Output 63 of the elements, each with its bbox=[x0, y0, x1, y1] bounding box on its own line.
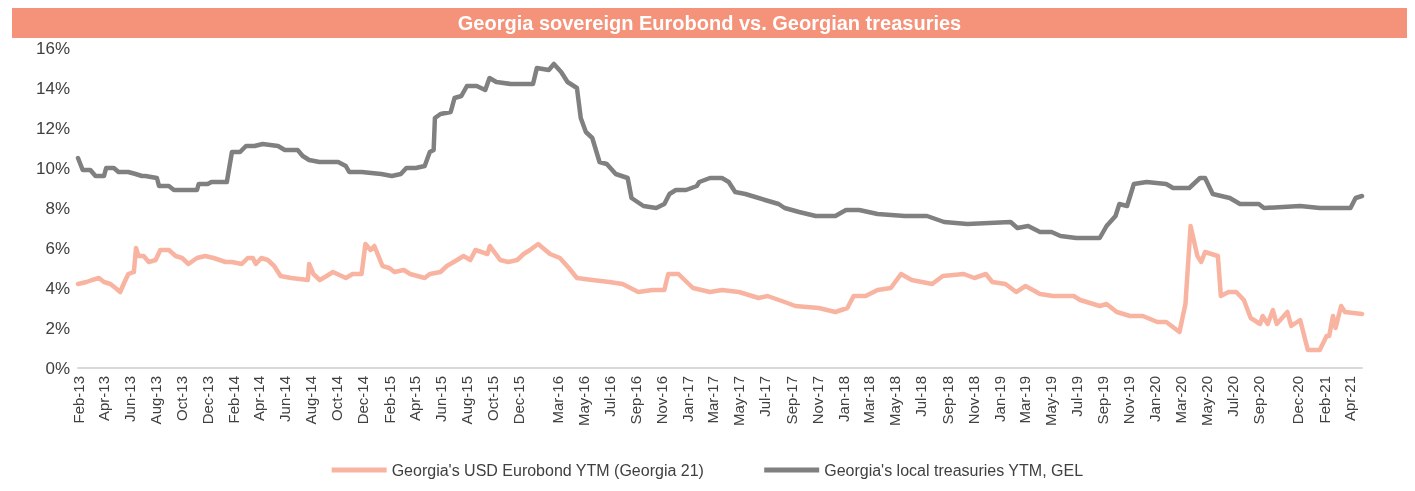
x-tick-label: Dec-14 bbox=[354, 376, 372, 425]
x-tick-label: Aug-14 bbox=[302, 376, 320, 425]
x-tick-label: Jan-20 bbox=[1146, 376, 1164, 422]
x-tick-label: Jan-18 bbox=[834, 376, 852, 422]
x-tick-label: Sep-16 bbox=[627, 376, 645, 425]
x-tick-label: Jan-17 bbox=[679, 376, 697, 422]
x-tick-label: Oct-15 bbox=[484, 376, 501, 422]
x-tick-label: Apr-21 bbox=[1340, 376, 1358, 422]
x-tick-label: Dec-15 bbox=[510, 376, 528, 425]
y-tick-label: 0% bbox=[45, 358, 70, 378]
x-tick-label: May-19 bbox=[1041, 376, 1059, 427]
x-tick-label: Jun-13 bbox=[120, 376, 138, 422]
x-tick-label: Jul-18 bbox=[912, 376, 930, 417]
x-tick-label: Jun-15 bbox=[431, 376, 449, 422]
x-tick-label: Jan-19 bbox=[990, 376, 1008, 422]
x-tick-label: Jul-17 bbox=[756, 376, 774, 417]
x-tick-label: Oct-14 bbox=[328, 376, 346, 422]
x-tick-label: Feb-21 bbox=[1315, 376, 1333, 424]
x-tick-label: May-17 bbox=[730, 376, 748, 427]
y-tick-label: 4% bbox=[45, 278, 70, 298]
x-tick-label: Dec-20 bbox=[1289, 376, 1307, 425]
x-tick-label: May-18 bbox=[886, 376, 904, 427]
y-tick-label: 16% bbox=[35, 38, 70, 58]
x-tick-label: Nov-18 bbox=[964, 376, 982, 425]
y-tick-label: 10% bbox=[35, 158, 70, 178]
x-tick-label: Mar-17 bbox=[704, 376, 722, 424]
x-tick-label: Sep-20 bbox=[1250, 376, 1268, 425]
y-tick-label: 6% bbox=[45, 238, 70, 258]
line-series bbox=[75, 223, 1365, 353]
x-tick-label: Mar-18 bbox=[860, 376, 878, 424]
chart-title: Georgia sovereign Eurobond vs. Georgian treasuries bbox=[12, 8, 1407, 38]
x-tick-label: Mar-19 bbox=[1015, 376, 1033, 424]
x-tick-label: Sep-18 bbox=[938, 376, 956, 425]
legend-label: Georgia's local treasuries YTM, GEL bbox=[824, 461, 1084, 479]
x-tick-label: Mar-16 bbox=[548, 376, 566, 424]
x-tick-label: Nov-16 bbox=[653, 376, 671, 425]
legend-label: Georgia's USD Eurobond YTM (Georgia 21) bbox=[391, 461, 704, 479]
x-tick-label: May-16 bbox=[574, 376, 592, 427]
x-tick-label: Dec-13 bbox=[198, 376, 216, 425]
x-tick-label: Oct-13 bbox=[172, 376, 190, 422]
x-tick-label: Feb-15 bbox=[380, 376, 398, 424]
x-tick-label: Apr-13 bbox=[94, 376, 112, 422]
x-tick-label: Feb-13 bbox=[69, 376, 87, 424]
x-tick-label: Aug-15 bbox=[457, 376, 475, 425]
x-tick-label: Jun-14 bbox=[276, 376, 294, 422]
x-tick-label: Apr-14 bbox=[250, 376, 268, 422]
x-tick-label: Jul-20 bbox=[1223, 376, 1241, 417]
x-tick-label: May-20 bbox=[1197, 376, 1215, 427]
x-tick-label: Apr-15 bbox=[405, 376, 423, 422]
x-tick-label: Nov-17 bbox=[808, 376, 826, 425]
line-series bbox=[75, 61, 1365, 241]
x-tick-label: Sep-17 bbox=[782, 376, 800, 425]
y-tick-label: 14% bbox=[35, 78, 70, 98]
y-tick-label: 2% bbox=[45, 318, 70, 338]
x-tick-label: Mar-20 bbox=[1171, 376, 1189, 424]
x-tick-label: Jul-19 bbox=[1067, 376, 1085, 417]
y-tick-label: 8% bbox=[45, 198, 70, 218]
y-tick-label: 12% bbox=[35, 118, 70, 138]
x-tick-label: Jul-16 bbox=[600, 376, 618, 417]
x-tick-label: Aug-13 bbox=[146, 376, 164, 425]
x-tick-label: Nov-19 bbox=[1120, 376, 1138, 425]
x-tick-label: Sep-19 bbox=[1094, 376, 1112, 425]
x-tick-label: Feb-14 bbox=[225, 376, 243, 424]
